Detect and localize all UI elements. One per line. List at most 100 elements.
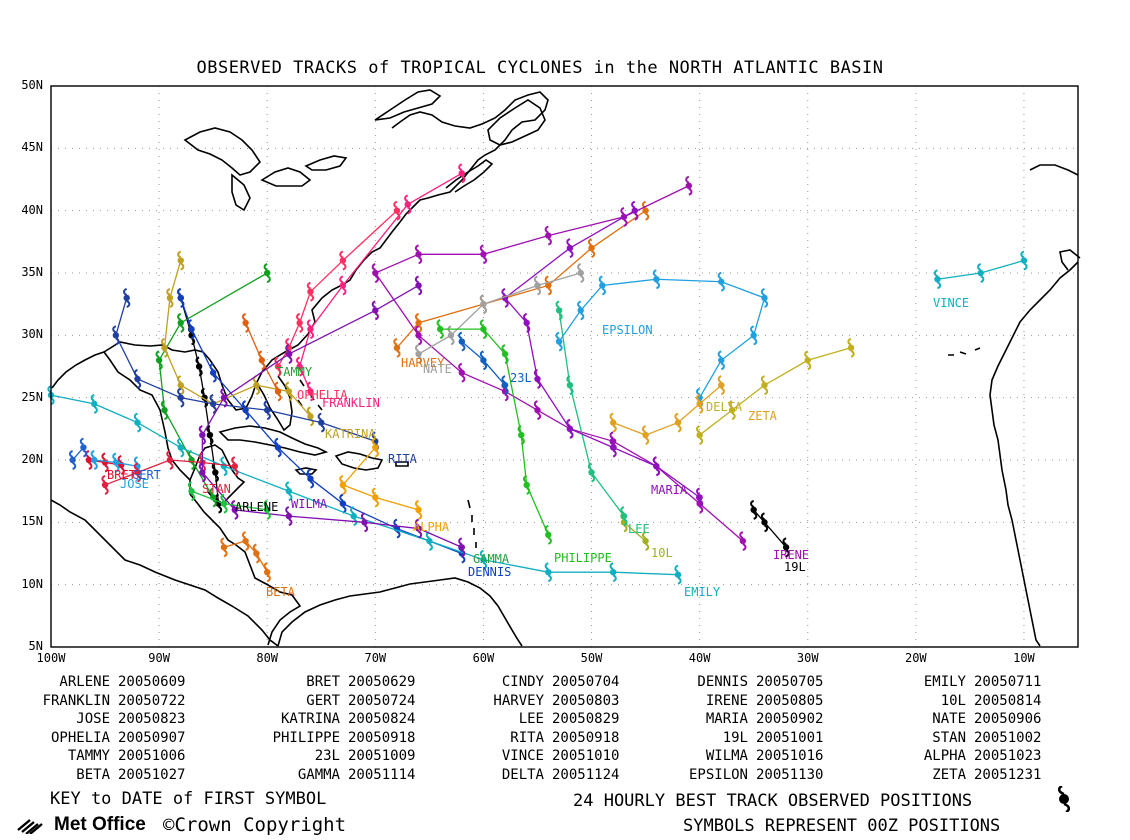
storm-track <box>440 328 549 536</box>
storm-track <box>223 540 268 573</box>
storm-label: BRET <box>107 468 136 482</box>
cyclone-symbol <box>371 437 379 458</box>
lat-tick-label: 20N <box>21 452 43 466</box>
cyclone-symbol <box>544 524 552 545</box>
cyclone-symbol <box>933 269 942 290</box>
cyclone-symbol <box>160 400 169 421</box>
cyclone-symbol <box>696 487 704 508</box>
storm-track <box>115 297 376 442</box>
cyclone-symbol <box>641 531 650 551</box>
cyclone-symbol <box>285 344 293 364</box>
key-entry: 10L 20050814 <box>866 693 1070 709</box>
storm-track <box>163 260 311 417</box>
lon-tick-label: 70W <box>364 651 387 665</box>
key-first-date: 20050711 <box>974 674 1042 690</box>
storm-label: VINCE <box>933 296 970 310</box>
coastline-newfoundland <box>487 99 546 146</box>
key-entry: WILMA 20051016 <box>648 748 852 764</box>
cyclone-symbol <box>371 263 379 283</box>
cyclone-symbol <box>220 387 228 408</box>
lon-tick-label: 20W <box>904 651 927 665</box>
coastline-iberia-north <box>1029 164 1079 176</box>
cyclone-symbol <box>339 493 347 514</box>
cyclone-symbol <box>447 325 455 346</box>
storm-label: GAMMA <box>473 552 510 566</box>
cyclone-symbol <box>544 562 552 583</box>
cyclone-symbol <box>285 381 293 402</box>
cyclone-symbol <box>209 362 217 383</box>
storm-label: GERT <box>132 468 161 482</box>
key-entry: IRENE 20050805 <box>648 693 852 709</box>
cyclone-symbol <box>133 412 142 433</box>
cyclone-symbol <box>555 300 563 321</box>
cyclone-symbol <box>166 450 174 470</box>
storm-label: DELTA <box>706 400 743 414</box>
cyclone-symbol <box>609 562 617 583</box>
cyclone-symbol <box>501 344 509 364</box>
key-entry: EMILY 20050711 <box>866 674 1070 690</box>
cyclone-symbol <box>760 512 769 533</box>
cyclone-symbol <box>177 387 185 408</box>
lesser-antilles <box>467 499 477 548</box>
cyclone-symbol <box>479 350 488 371</box>
cyclone-symbol <box>258 350 266 371</box>
cyclone-symbol <box>717 350 725 371</box>
cyclone-symbol <box>285 481 293 502</box>
cyclone-symbol <box>306 468 315 489</box>
storm-track <box>50 394 679 576</box>
cyclone-symbol <box>523 474 531 495</box>
coastline-north-america <box>50 351 302 647</box>
met-office-logo-text: Met Office <box>54 814 146 835</box>
key-entry: ZETA 20051231 <box>866 767 1070 783</box>
cyclone-symbol <box>195 356 203 377</box>
storm-label: LEE <box>628 522 650 536</box>
cyclone-symbol <box>306 281 315 302</box>
key-entry: JOSE 20050823 <box>10 711 214 727</box>
key-storm-name: HARVEY <box>493 692 544 709</box>
key-entry: GERT 20050724 <box>240 693 444 709</box>
key-storm-name: ARLENE <box>59 674 110 690</box>
cyclone-symbol <box>609 437 617 458</box>
storm-label: BETA <box>266 585 295 599</box>
cyclone-symbol <box>847 337 855 358</box>
cyclone-symbol <box>404 194 412 215</box>
cyclone-symbol <box>263 562 271 583</box>
storm-track <box>558 278 766 398</box>
puerto-rico <box>395 461 409 467</box>
cyclone-symbol <box>414 325 423 346</box>
cyclone-symbol <box>371 300 379 321</box>
cyclone-symbol <box>90 393 98 414</box>
cyclone-symbol <box>252 543 261 564</box>
cyclone-symbol <box>414 518 423 539</box>
coastline-canada-east <box>391 91 549 131</box>
cyclone-symbol <box>68 450 77 470</box>
cyclone-symbol <box>544 225 552 246</box>
storm-tracks <box>47 163 1028 585</box>
cyclone-symbol <box>517 425 525 446</box>
lat-tick-label: 45N <box>21 140 43 155</box>
lat-tick-label: 5N <box>28 639 43 653</box>
cyclone-symbol <box>393 518 401 539</box>
cyclone-symbol <box>206 425 214 446</box>
key-storm-name: OPHELIA <box>50 729 110 746</box>
storm-label: PHILIPPE <box>554 551 612 565</box>
cuba <box>218 425 329 456</box>
cyclone-symbol <box>750 499 758 520</box>
cyclone-symbol <box>187 319 196 340</box>
key-storm-name: IRENE <box>705 692 748 709</box>
key-first-date: 20051023 <box>974 748 1042 765</box>
storm-label: NATE <box>423 362 452 376</box>
cyclone-symbol <box>587 462 596 483</box>
key-first-date: 20050629 <box>348 674 416 690</box>
cyclone-symbol <box>231 499 239 520</box>
cyclone-symbol <box>458 362 466 383</box>
lat-tick-label: 25N <box>21 389 43 404</box>
key-first-date: 20051027 <box>118 767 186 783</box>
cyclone-symbol <box>339 275 347 296</box>
cyclone-symbol <box>133 369 142 389</box>
key-entry: DENNIS 20050705 <box>648 674 852 690</box>
lon-tick-label: 40W <box>688 651 711 665</box>
key-first-date: 20051114 <box>348 767 416 783</box>
cyclone-symbol <box>220 493 228 514</box>
key-storm-name: STAN <box>932 729 966 746</box>
